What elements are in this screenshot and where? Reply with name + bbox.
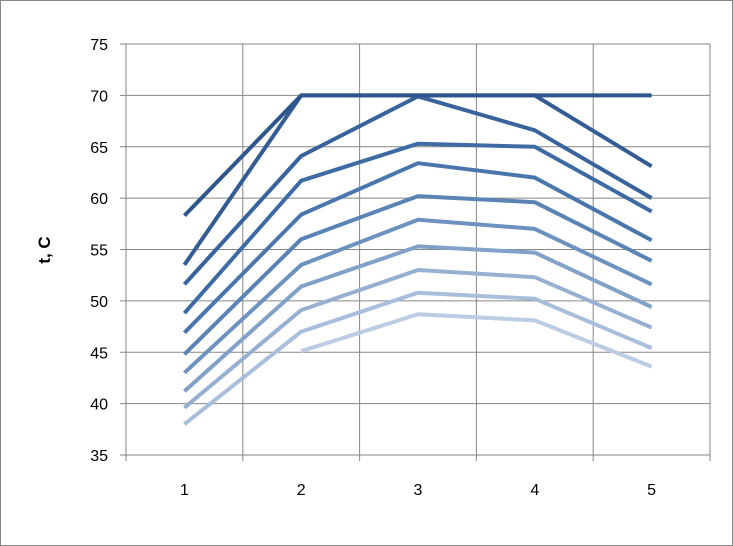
y-axis-label: t, C xyxy=(35,236,54,263)
x-tick-labels: 1 2 3 4 5 xyxy=(180,482,656,499)
y-tick-label: 40 xyxy=(90,397,108,414)
series-line xyxy=(183,244,653,393)
series-line xyxy=(182,141,653,315)
series-line xyxy=(183,268,653,410)
grid-lines xyxy=(120,43,711,461)
y-tick-label: 50 xyxy=(90,294,108,311)
x-tick-label: 1 xyxy=(180,482,189,499)
series-line xyxy=(183,290,653,426)
series-line xyxy=(182,194,653,356)
series-line xyxy=(182,93,653,267)
series-line xyxy=(182,161,653,335)
y-tick-label: 70 xyxy=(90,88,108,105)
x-tick-label: 3 xyxy=(414,482,423,499)
x-tick-label: 4 xyxy=(530,482,539,499)
series-lines xyxy=(182,93,653,426)
y-tick-label: 60 xyxy=(90,191,108,208)
y-tick-label: 75 xyxy=(90,37,108,54)
x-tick-label: 5 xyxy=(647,482,656,499)
y-tick-label: 65 xyxy=(90,140,108,157)
series-line xyxy=(182,93,652,217)
y-tick-labels: 35 40 45 50 55 60 65 70 75 xyxy=(90,37,108,465)
y-tick-label: 55 xyxy=(90,243,108,260)
x-tick-label: 2 xyxy=(297,482,306,499)
series-line xyxy=(183,217,653,375)
series-line xyxy=(300,312,653,369)
y-tick-label: 35 xyxy=(90,448,108,465)
y-tick-label: 45 xyxy=(90,345,108,362)
